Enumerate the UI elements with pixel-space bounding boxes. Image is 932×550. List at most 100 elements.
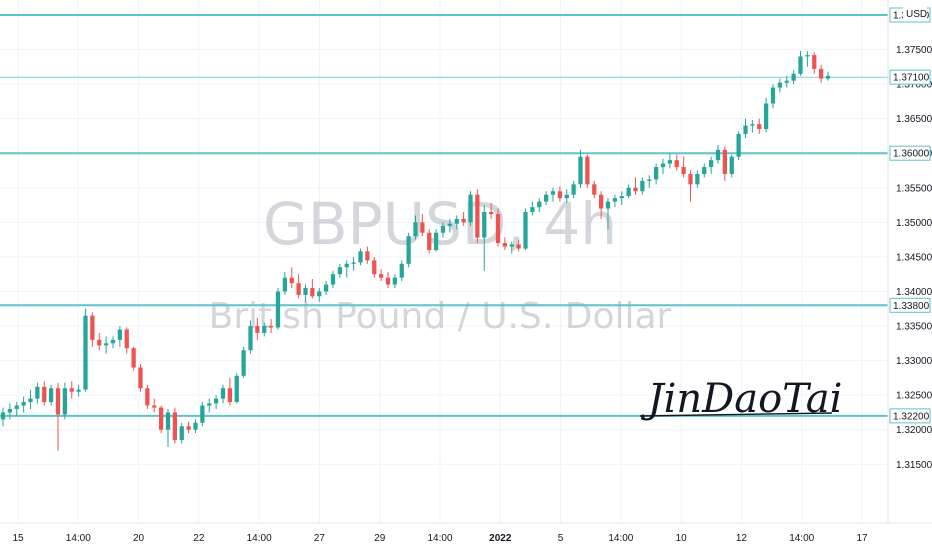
candle-body [282, 277, 288, 292]
candle-body [763, 103, 769, 130]
candle-body [110, 339, 116, 344]
x-tick-label: 5 [558, 533, 564, 544]
candle-body [695, 173, 700, 185]
candle-body [399, 263, 404, 278]
candle-body [145, 388, 150, 406]
candle-body [585, 156, 590, 185]
x-tick-label: 20 [133, 533, 145, 544]
candle-body [805, 55, 810, 57]
candle-body [152, 405, 157, 408]
x-tick-label: 10 [676, 533, 688, 544]
candle-body [420, 222, 425, 233]
candle-body [743, 125, 748, 134]
currency-badge-box [903, 6, 927, 20]
y-tick-label: 1.37500 [896, 45, 932, 56]
candle-body [571, 184, 576, 195]
candle-body [543, 194, 549, 202]
candle-body [310, 288, 315, 297]
candle-body [289, 277, 294, 284]
x-tick-label: 14:00 [66, 533, 91, 544]
candle-body [509, 244, 514, 247]
candle-body [42, 386, 47, 403]
candle-body [131, 348, 136, 368]
candle-body [818, 68, 824, 79]
y-tick-label: 1.33000 [896, 356, 932, 367]
candle-body [83, 315, 88, 390]
y-tick-label: 1.34500 [896, 252, 932, 263]
x-tick-label: 27 [314, 533, 326, 544]
candle-body [537, 201, 542, 208]
candle-body [138, 367, 143, 389]
y-tick-label: 1.33500 [896, 322, 932, 333]
candle-body [605, 201, 611, 209]
candle-body [750, 124, 755, 126]
y-tick-label: 1.36500 [896, 114, 932, 125]
candle-body [647, 179, 652, 181]
signature-underline [639, 412, 833, 417]
candle-body [103, 343, 109, 346]
candle-body [378, 274, 384, 278]
candle-body [158, 407, 164, 430]
candle-body [213, 398, 219, 404]
candle-body [674, 160, 679, 168]
candle-body [406, 236, 411, 264]
candle-body [578, 156, 583, 185]
candle-body [255, 326, 260, 333]
candle-body [172, 412, 178, 441]
candle-body [495, 214, 501, 244]
time-axis[interactable]: 15 14:00 20 22 14:00 27 29 14:00 2022 5 14:00 10 12 1… [12, 533, 868, 544]
level-badge [889, 408, 931, 424]
candle-body [427, 232, 432, 250]
candle-body [55, 388, 61, 415]
candle-body [791, 73, 796, 81]
x-tick-label: 15 [12, 533, 24, 544]
candle-body [667, 160, 673, 164]
candle-body [640, 180, 645, 192]
candle-body [619, 196, 624, 199]
candle-body [227, 388, 233, 403]
candle-body [124, 329, 129, 349]
candle-body [550, 191, 556, 195]
candle-body [200, 405, 205, 423]
candle-body [447, 223, 453, 226]
candle-body [207, 403, 212, 406]
candle-body [275, 291, 281, 328]
candle-body [702, 167, 707, 174]
y-tick-label: 1.32500 [896, 391, 932, 402]
candle-body [268, 326, 274, 328]
candle-body [62, 388, 68, 415]
candle-body [564, 194, 569, 199]
candle-body [193, 422, 198, 430]
y-tick-label: 1.37000 [896, 80, 932, 91]
candle-body [557, 191, 563, 199]
y-tick-label: 1.32000 [896, 425, 932, 436]
candle-body [468, 194, 473, 223]
level-badge-text: 1.33800 [893, 301, 930, 312]
candle-body [76, 389, 81, 392]
candle-body [592, 184, 597, 195]
candle-body [825, 75, 831, 79]
x-tick-label: 14:00 [608, 533, 633, 544]
level-badge [889, 297, 931, 313]
level-badge-text: 1.32200 [893, 411, 930, 422]
watermark-symbol: GBPUSD, 4h [263, 190, 617, 258]
watermark-description: British Pound / U.S. Dollar [209, 296, 672, 337]
currency-label: USD [906, 9, 927, 20]
candle-body [69, 388, 74, 392]
candle-body [729, 156, 734, 174]
candle-body [722, 149, 728, 174]
x-tick-label: 12 [736, 533, 748, 544]
x-tick-label: 22 [193, 533, 205, 544]
candle-body [344, 263, 349, 268]
candle-body [475, 194, 480, 238]
candle-body [736, 133, 741, 157]
price-axis[interactable]: 1.37500 1.37000 1.36500 1.36000 1.35500 1.350… [896, 45, 932, 471]
candle-body [372, 260, 377, 275]
y-tick-label: 1.34000 [896, 287, 932, 298]
candle-body [626, 187, 631, 197]
candle-body [303, 288, 308, 295]
candle-body [633, 187, 638, 192]
candle-body [323, 284, 329, 292]
